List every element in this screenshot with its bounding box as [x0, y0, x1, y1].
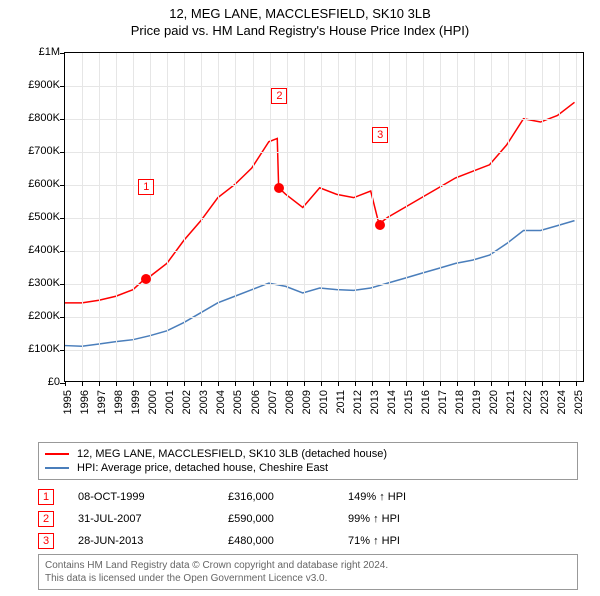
sales-marker: 3: [38, 533, 54, 549]
sales-table: 1 08-OCT-1999£316,000149% ↑ HPI 2 31-JUL-20…: [38, 486, 578, 552]
y-tick-label: £1M: [8, 46, 60, 58]
sales-date: 31-JUL-2007: [78, 513, 228, 525]
y-tick-label: £700K: [8, 145, 60, 157]
attribution: Contains HM Land Registry data © Crown c…: [38, 554, 578, 590]
legend-label: HPI: Average price, detached house, Ches…: [77, 462, 328, 474]
legend-row: HPI: Average price, detached house, Ches…: [45, 461, 571, 475]
chart-area: 1 2 3 £0 £100K £200K £300K £400K £500K £600K £700…: [8, 52, 592, 434]
plot-area: 1 2 3: [64, 52, 584, 382]
sales-hpi: 71% ↑ HPI: [348, 535, 488, 547]
sales-row: 1 08-OCT-1999£316,000149% ↑ HPI: [38, 486, 578, 508]
y-tick-label: £400K: [8, 244, 60, 256]
sales-marker: 1: [38, 489, 54, 505]
x-tick-label: 2025: [573, 390, 600, 414]
attribution-line-1: Contains HM Land Registry data © Crown c…: [45, 559, 571, 572]
y-tick-label: £300K: [8, 277, 60, 289]
y-tick-label: £200K: [8, 310, 60, 322]
chart-title: 12, MEG LANE, MACCLESFIELD, SK10 3LB: [0, 6, 600, 21]
sales-row: 3 28-JUN-2013£480,00071% ↑ HPI: [38, 530, 578, 552]
sale-point: [274, 183, 284, 193]
sales-date: 28-JUN-2013: [78, 535, 228, 547]
legend: 12, MEG LANE, MACCLESFIELD, SK10 3LB (de…: [38, 442, 578, 480]
sale-marker-box: 1: [138, 179, 154, 195]
y-tick-label: £800K: [8, 112, 60, 124]
y-tick-label: £600K: [8, 178, 60, 190]
legend-swatch: [45, 453, 69, 455]
legend-label: 12, MEG LANE, MACCLESFIELD, SK10 3LB (de…: [77, 448, 387, 460]
sales-row: 2 31-JUL-2007£590,00099% ↑ HPI: [38, 508, 578, 530]
sales-hpi: 99% ↑ HPI: [348, 513, 488, 525]
chart-container: 12, MEG LANE, MACCLESFIELD, SK10 3LB Pri…: [0, 6, 600, 596]
y-tick-label: £900K: [8, 79, 60, 91]
sale-point: [375, 220, 385, 230]
sales-price: £316,000: [228, 491, 348, 503]
sale-marker-box: 3: [372, 127, 388, 143]
y-tick-label: £100K: [8, 343, 60, 355]
chart-subtitle: Price paid vs. HM Land Registry's House …: [0, 23, 600, 38]
legend-row: 12, MEG LANE, MACCLESFIELD, SK10 3LB (de…: [45, 447, 571, 461]
attribution-line-2: This data is licensed under the Open Gov…: [45, 572, 571, 585]
sales-price: £590,000: [228, 513, 348, 525]
legend-swatch: [45, 467, 69, 469]
sales-date: 08-OCT-1999: [78, 491, 228, 503]
sales-hpi: 149% ↑ HPI: [348, 491, 488, 503]
sales-marker: 2: [38, 511, 54, 527]
y-tick-label: £0: [8, 376, 60, 388]
sale-point: [141, 274, 151, 284]
sale-marker-box: 2: [271, 88, 287, 104]
sales-price: £480,000: [228, 535, 348, 547]
y-tick-label: £500K: [8, 211, 60, 223]
